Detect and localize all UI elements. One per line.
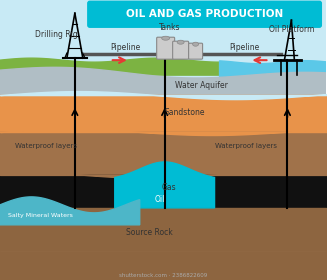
Text: Source Rock: Source Rock — [126, 228, 173, 237]
Bar — [0, 95, 326, 125]
FancyBboxPatch shape — [88, 1, 321, 27]
Text: Waterproof layers: Waterproof layers — [15, 143, 77, 149]
Polygon shape — [219, 61, 326, 80]
Ellipse shape — [162, 36, 170, 40]
Text: Water Aquifer: Water Aquifer — [175, 81, 228, 90]
Text: Gas: Gas — [162, 183, 176, 192]
Bar — [0, 0, 326, 90]
FancyBboxPatch shape — [189, 43, 203, 59]
Text: Salty Mineral Waters: Salty Mineral Waters — [8, 213, 73, 218]
Ellipse shape — [177, 40, 184, 44]
Polygon shape — [0, 197, 140, 225]
FancyBboxPatch shape — [173, 41, 189, 59]
Polygon shape — [0, 67, 326, 95]
Text: Tanks: Tanks — [159, 23, 181, 32]
Text: Sandstone: Sandstone — [165, 108, 205, 117]
Text: Pipeline: Pipeline — [230, 43, 260, 52]
Text: Pipeline: Pipeline — [110, 43, 140, 52]
Text: Oil Platform: Oil Platform — [269, 25, 315, 34]
Text: shutterstock.com · 2386822609: shutterstock.com · 2386822609 — [119, 273, 207, 278]
Text: Waterproof layers: Waterproof layers — [215, 143, 277, 149]
Text: Oil: Oil — [155, 195, 165, 204]
Polygon shape — [0, 58, 219, 75]
FancyBboxPatch shape — [157, 37, 175, 59]
Ellipse shape — [193, 42, 198, 46]
Text: OIL AND GAS PRODUCTION: OIL AND GAS PRODUCTION — [126, 9, 283, 19]
Polygon shape — [115, 162, 215, 208]
Text: Drilling Rig: Drilling Rig — [35, 30, 78, 39]
